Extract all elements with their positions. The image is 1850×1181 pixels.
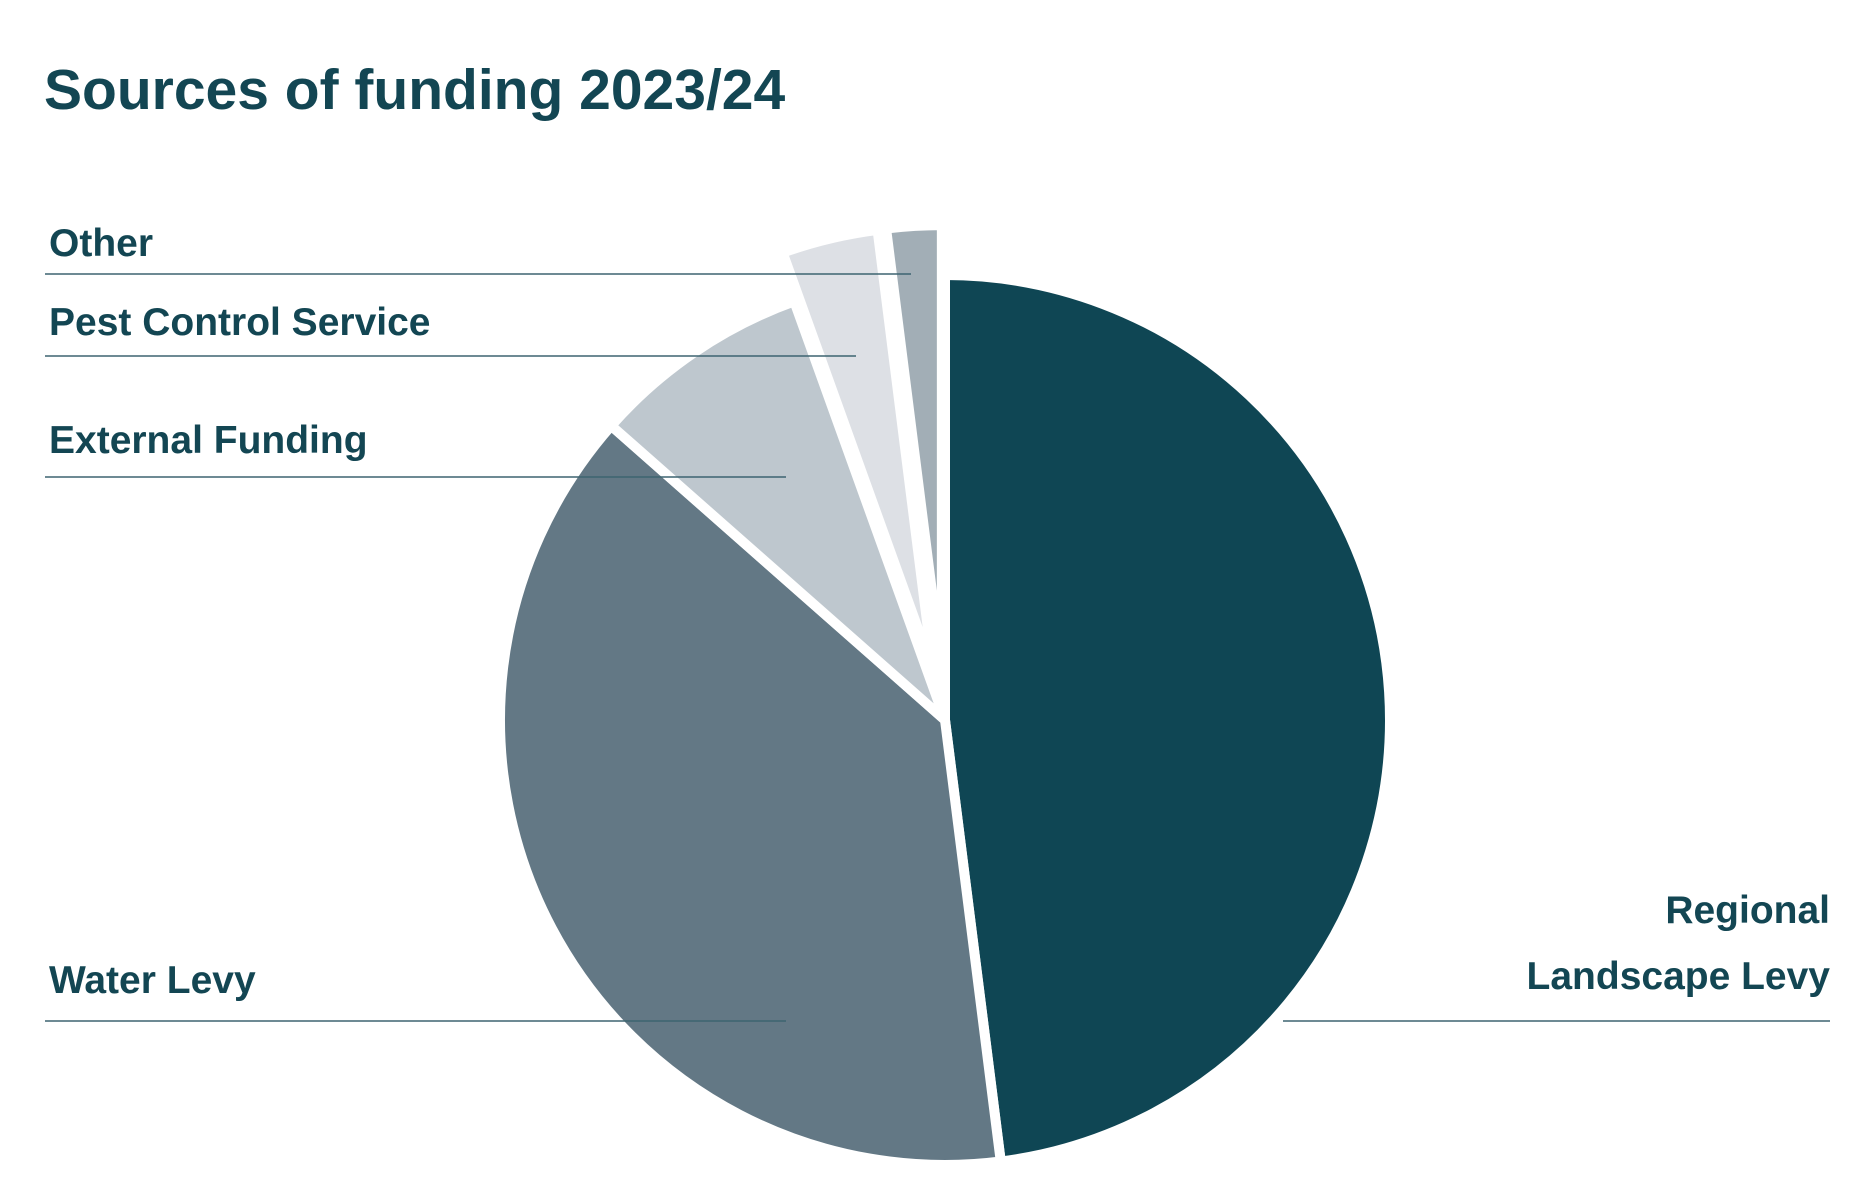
pie-slice-pest-control-service (776, 224, 939, 674)
slice-label: Water Levy (49, 959, 256, 1002)
chart-title: Sources of funding 2023/24 (44, 58, 785, 122)
leader-lines (45, 273, 1830, 1022)
pie-slices (495, 220, 1395, 1170)
slice-label: Landscape Levy (1527, 955, 1831, 998)
pie-slice-water-levy (495, 418, 1007, 1170)
pie-slice-other (880, 220, 947, 671)
slice-label: Regional (1665, 889, 1830, 932)
pie-slice-external-funding (604, 294, 950, 724)
slice-labels: Regional Landscape Levy Water Levy External… (49, 222, 1830, 1002)
pie-slice-regional-landscape-levy (940, 269, 1395, 1168)
slice-label: Pest Control Service (49, 301, 430, 344)
slice-label: External Funding (49, 419, 368, 462)
slice-label: Other (49, 222, 153, 265)
